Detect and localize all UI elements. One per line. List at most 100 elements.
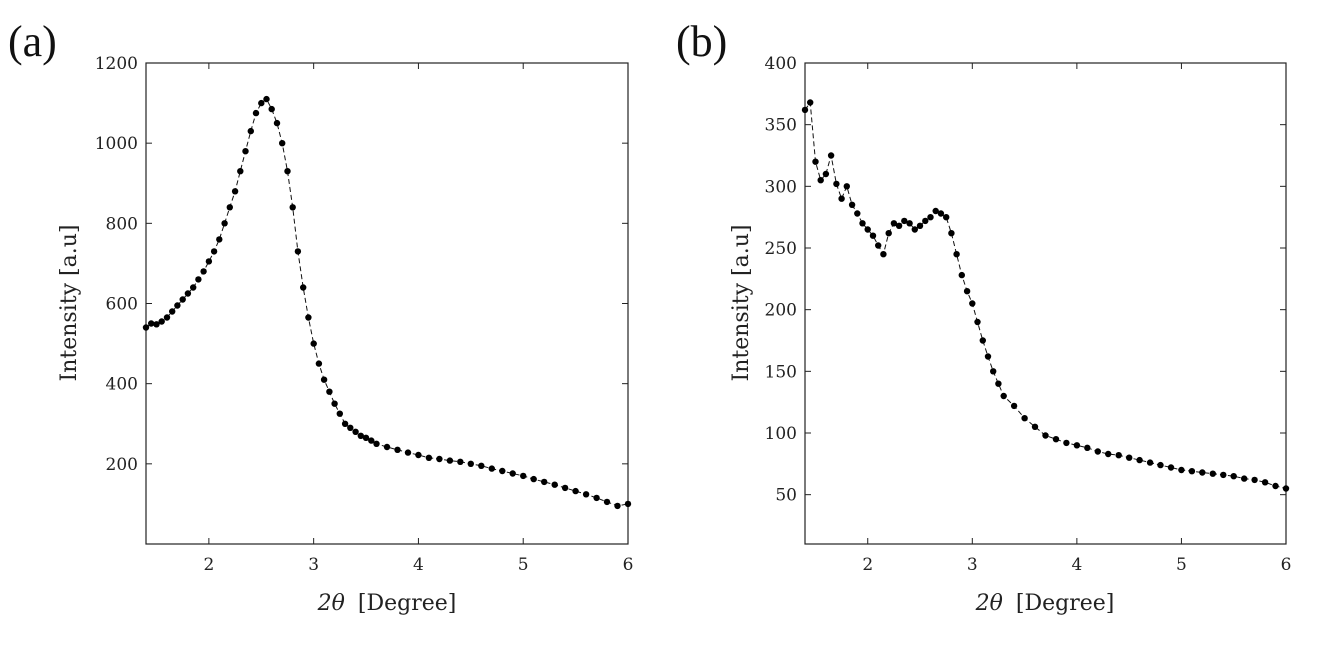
panel-a-data-point	[294, 248, 302, 255]
panel-a-data-point	[273, 119, 281, 127]
panel-a-data-point	[362, 434, 370, 441]
panel-a: (a) 2 3 4 5 6 200 400 600 800 1000 1200 2θ [Degree…	[8, 17, 633, 616]
panel-a-x-axis-unit: [Degree]	[358, 591, 456, 616]
panel-a-y-tick-label: 400	[106, 375, 138, 395]
panel-b-label: (b)	[676, 17, 727, 66]
panel-a-data-point	[582, 491, 590, 498]
panel-a-data-point	[394, 446, 401, 453]
panel-b-data-point	[1073, 442, 1081, 449]
panel-a-data-point	[216, 236, 223, 243]
panel-a-data-point	[200, 268, 207, 275]
panel-b-data-point	[1282, 485, 1290, 492]
panel-a-data-point	[263, 95, 270, 103]
panel-b-data-point	[1251, 476, 1258, 484]
panel-a-data-point	[310, 340, 317, 347]
panel-b-data-point	[969, 300, 976, 307]
panel-b-data-point	[812, 158, 819, 165]
panel-a-data-point	[425, 454, 433, 461]
panel-a-x-tick-label: 4	[413, 555, 424, 575]
panel-a-data-point	[488, 465, 495, 472]
panel-b-data-point	[859, 220, 866, 227]
panel-b-data-point	[990, 368, 997, 375]
panel-a-y-tick-label: 200	[106, 455, 138, 475]
panel-b: (b) 2 3 4 5 6 50 100 150 200 250 300 350 400 2θ [Deg…	[676, 17, 1291, 616]
panel-b-data-point	[854, 210, 861, 217]
panel-a-data-point	[148, 320, 155, 327]
panel-a-data-point	[530, 475, 537, 483]
panel-a-data-point	[373, 440, 380, 447]
panel-b-data-point	[807, 99, 814, 106]
panel-a-data-point	[320, 376, 328, 383]
panel-b-data-point	[1126, 454, 1133, 461]
panel-a-data-point	[305, 314, 312, 321]
panel-b-data-point	[1094, 448, 1102, 455]
panel-a-data-point	[169, 308, 176, 315]
panel-a-series	[142, 95, 632, 510]
panel-b-data-point	[1052, 436, 1060, 443]
panel-b-data-point	[827, 152, 835, 159]
panel-b-data-point	[1157, 461, 1164, 469]
panel-a-data-point	[195, 276, 202, 283]
panel-a-data-point	[347, 424, 354, 431]
panel-a-data-point	[279, 140, 286, 147]
panel-a-data-point	[331, 400, 338, 407]
panel-b-data-point	[953, 251, 960, 258]
panel-b-data-point	[1000, 392, 1007, 400]
panel-a-data-point	[572, 487, 579, 495]
panel-b-data-point	[963, 288, 971, 295]
panel-b-data-point	[864, 226, 871, 233]
panel-a-data-point	[499, 467, 506, 475]
panel-a-data-point	[174, 302, 181, 309]
panel-a-data-point	[210, 248, 218, 255]
panel-a-data-point	[436, 455, 443, 463]
panel-b-data-point	[948, 230, 955, 237]
panel-a-x-tick-label: 2	[203, 555, 214, 575]
panel-a-data-point	[205, 258, 213, 265]
panel-b-data-point	[995, 380, 1002, 387]
panel-b-data-point	[1146, 459, 1154, 466]
panel-a-data-point	[541, 478, 548, 486]
panel-a-data-point	[383, 443, 391, 451]
panel-b-data-point	[1084, 444, 1091, 451]
panel-a-data-point	[624, 500, 632, 508]
panel-b-data-point	[1178, 466, 1185, 474]
panel-b-data-point	[848, 201, 856, 208]
panel-a-data-point	[341, 420, 349, 427]
panel-b-data-point	[958, 271, 965, 279]
panel-a-y-tick-label: 1200	[95, 54, 138, 74]
panel-a-data-point	[190, 284, 197, 291]
panel-a-data-point	[603, 498, 611, 506]
panel-a-data-point	[614, 502, 621, 510]
panel-b-data-point	[1042, 432, 1049, 439]
panel-b-data-point	[922, 217, 929, 225]
panel-b-data-point	[1241, 475, 1248, 482]
panel-a-data-point	[226, 204, 233, 211]
panel-b-data-point	[1115, 452, 1122, 459]
panel-a-data-point	[446, 457, 454, 464]
panel-b-ticks: 2 3 4 5 6 50 100 150 200 250 300 350 400	[765, 54, 1292, 575]
panel-b-x-axis-label: 2θ [Degree]	[975, 591, 1115, 616]
panel-a-data-point	[326, 388, 333, 395]
panel-b-data-point	[822, 170, 830, 178]
panel-b-y-tick-label: 400	[765, 54, 797, 74]
panel-a-y-axis-label: Intensity [a.u]	[57, 225, 82, 382]
panel-b-data-point	[843, 183, 850, 190]
panel-b-data-point	[1105, 450, 1112, 458]
panel-b-x-axis-unit: [Degree]	[1016, 591, 1114, 616]
panel-b-data-point	[801, 106, 809, 114]
panel-b-data-point	[906, 220, 913, 227]
panel-b-data-point	[1199, 469, 1206, 476]
panel-a-data-point	[231, 188, 239, 195]
panel-b-data-point	[1010, 402, 1018, 410]
panel-a-data-point	[268, 105, 275, 113]
panel-b-data-point	[1188, 468, 1196, 475]
panel-a-data-point	[300, 284, 307, 291]
panel-a-data-point	[252, 109, 260, 117]
panel-b-data-point	[1261, 479, 1269, 486]
panel-b-y-tick-label: 100	[765, 424, 797, 444]
panel-a-ticks: 2 3 4 5 6 200 400 600 800 1000 1200	[95, 54, 634, 575]
panel-a-data-point	[284, 168, 291, 175]
panel-b-data-point	[838, 195, 845, 202]
panel-a-data-point	[153, 321, 160, 328]
panel-b-data-point	[880, 251, 887, 258]
